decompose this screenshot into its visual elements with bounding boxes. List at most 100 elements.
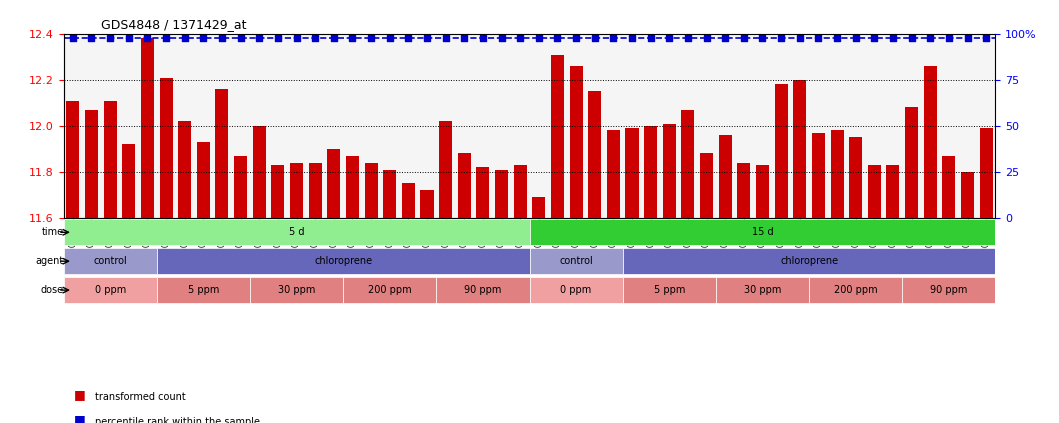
Bar — [308, 162, 322, 218]
Bar — [514, 165, 526, 218]
Point — [642, 35, 659, 42]
Bar — [457, 154, 471, 218]
Bar — [737, 162, 751, 218]
Bar — [980, 128, 992, 218]
Bar — [122, 144, 136, 218]
Bar — [215, 89, 229, 218]
Text: percentile rank within the sample: percentile rank within the sample — [95, 417, 261, 423]
Bar — [644, 126, 658, 218]
Text: chloroprene: chloroprene — [315, 256, 372, 266]
Bar — [830, 130, 844, 218]
Point — [680, 35, 697, 42]
Text: time: time — [41, 227, 64, 237]
Text: transformed count: transformed count — [95, 392, 186, 402]
Point — [176, 35, 193, 42]
Bar — [588, 91, 602, 218]
Point — [102, 35, 119, 42]
Point — [977, 35, 994, 42]
Bar — [905, 107, 918, 218]
Bar — [234, 156, 247, 218]
Text: 5 ppm: 5 ppm — [187, 285, 219, 295]
Point — [400, 35, 417, 42]
Point — [717, 35, 734, 42]
Text: control: control — [559, 256, 593, 266]
Bar — [346, 156, 359, 218]
Bar — [67, 101, 79, 218]
Point — [251, 35, 268, 42]
Bar — [607, 130, 620, 218]
Point — [455, 35, 472, 42]
Bar — [774, 85, 788, 218]
Bar — [719, 135, 732, 218]
Text: 200 ppm: 200 ppm — [833, 285, 878, 295]
Point — [511, 35, 528, 42]
Point — [940, 35, 957, 42]
Point — [959, 35, 976, 42]
Point — [121, 35, 138, 42]
Bar — [141, 38, 154, 218]
Text: dose: dose — [40, 285, 64, 295]
FancyBboxPatch shape — [716, 277, 809, 303]
Bar — [812, 133, 825, 218]
Point — [474, 35, 491, 42]
Point — [866, 35, 883, 42]
Point — [83, 35, 100, 42]
FancyBboxPatch shape — [623, 277, 716, 303]
Point — [288, 35, 305, 42]
Bar — [85, 110, 98, 218]
FancyBboxPatch shape — [436, 277, 530, 303]
Text: 0 ppm: 0 ppm — [94, 285, 126, 295]
Point — [605, 35, 622, 42]
Point — [307, 35, 324, 42]
Bar — [961, 172, 974, 218]
Bar — [533, 197, 545, 218]
Bar — [197, 142, 210, 218]
Bar — [178, 121, 192, 218]
Bar — [663, 124, 676, 218]
Bar — [886, 165, 899, 218]
Bar — [551, 55, 564, 218]
FancyBboxPatch shape — [64, 219, 530, 245]
Point — [828, 35, 845, 42]
Point — [65, 35, 82, 42]
Point — [698, 35, 715, 42]
Bar — [290, 162, 303, 218]
FancyBboxPatch shape — [530, 277, 623, 303]
Bar — [793, 80, 806, 218]
Bar — [364, 162, 378, 218]
Text: agent: agent — [35, 256, 64, 266]
Point — [549, 35, 566, 42]
Bar — [495, 170, 508, 218]
Point — [531, 35, 548, 42]
Bar — [681, 110, 695, 218]
Point — [325, 35, 342, 42]
Bar — [253, 126, 266, 218]
Point — [773, 35, 790, 42]
Bar — [867, 165, 881, 218]
Point — [418, 35, 435, 42]
Point — [568, 35, 585, 42]
FancyBboxPatch shape — [157, 277, 250, 303]
Point — [587, 35, 604, 42]
Point — [921, 35, 938, 42]
Point — [735, 35, 752, 42]
Text: 15 d: 15 d — [752, 227, 773, 237]
Text: ■: ■ — [74, 413, 86, 423]
Text: 30 ppm: 30 ppm — [277, 285, 316, 295]
Bar — [420, 190, 433, 218]
Point — [847, 35, 864, 42]
Text: 90 ppm: 90 ppm — [930, 285, 968, 295]
FancyBboxPatch shape — [530, 248, 623, 274]
Bar — [383, 170, 396, 218]
FancyBboxPatch shape — [530, 219, 995, 245]
Point — [362, 35, 379, 42]
Point — [344, 35, 361, 42]
Bar — [849, 137, 862, 218]
Bar — [439, 121, 452, 218]
Bar — [327, 149, 340, 218]
Bar — [104, 101, 116, 218]
Text: control: control — [93, 256, 127, 266]
Point — [158, 35, 175, 42]
Text: ■: ■ — [74, 387, 86, 401]
Text: GDS4848 / 1371429_at: GDS4848 / 1371429_at — [101, 18, 247, 31]
